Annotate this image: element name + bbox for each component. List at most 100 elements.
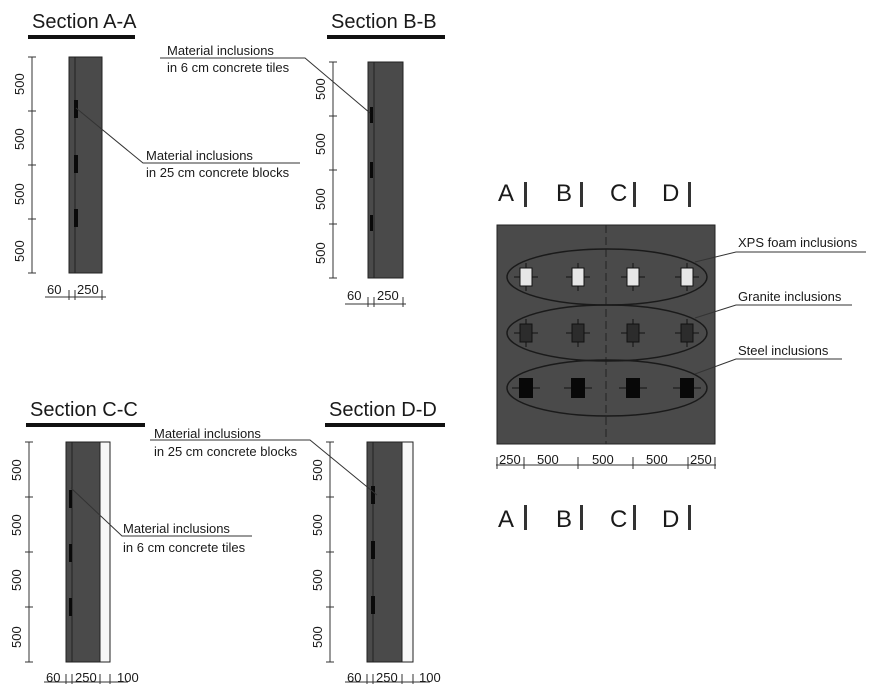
plan-view: A B C D [496,180,866,533]
section-c-dim-4: 500 [9,626,24,648]
plan-granite-inclusion-d [680,323,694,343]
section-a-callout-line2: in 25 cm concrete blocks [146,165,290,180]
section-b-wall [367,61,404,279]
section-a-dim-4: 500 [12,240,27,262]
section-a-dim-2: 500 [12,128,27,150]
plan-callout-xps-leader [694,251,866,263]
plan-marker-bottom-b: B [556,506,572,533]
plan-ellipse-granite [506,304,708,362]
section-c-inclusion-2 [69,544,72,562]
section-a-callout-leader [75,107,300,164]
section-b-callout-line1: Material inclusions [167,43,274,58]
section-a-inclusion-3 [74,209,78,227]
plan-callout-granite-leader [694,304,852,319]
section-a-dim-3: 500 [12,183,27,205]
section-a-title: Section A-A [32,11,137,33]
plan-marker-bottom-c: C [610,506,627,533]
section-b-title: Section B-B [331,11,437,33]
section-c-insulation [99,441,111,663]
section-c-title: Section C-C [30,399,138,421]
section-d-d: Section D-D 500 500 500 500 60 250 100 M… [150,399,445,685]
section-c-title-underline [26,423,145,427]
plan-xps-inclusion-b [571,267,585,287]
section-d-dim-3: 500 [310,569,325,591]
plan-marker-top-a: A [498,180,514,207]
section-a-dim-bottom-1: 60 [47,282,61,297]
plan-steel-inclusion-a [519,378,533,398]
plan-xps-inclusion-a [519,267,533,287]
plan-callout-steel-leader [694,358,842,375]
section-b-b: Section B-B 500 500 500 500 60 250 Mater… [160,11,445,307]
section-c-inclusion-1 [69,490,72,508]
section-b-dim-bottom-2: 250 [377,288,399,303]
section-c-callout-line1: Material inclusions [123,521,230,536]
section-d-inclusion-1 [371,486,375,504]
section-c-dim-bottom-1: 60 [46,670,60,685]
plan-row-granite [514,319,699,347]
plan-dim-bottom-3: 500 [592,452,614,467]
plan-dim-bottom-2: 500 [537,452,559,467]
plan-steel-inclusion-b [571,378,585,398]
plan-dim-bottom-4: 500 [646,452,668,467]
section-b-title-underline [327,35,445,39]
section-d-dim-1: 500 [310,459,325,481]
plan-marker-top-c: C [610,180,627,207]
plan-callout-granite: Granite inclusions [738,289,842,304]
section-a-dim-ticks [28,56,36,274]
plan-marker-bottom-d: D [662,506,679,533]
section-a-dim-bottom-2: 250 [77,282,99,297]
plan-xps-inclusion-c [626,267,640,287]
section-b-inclusion-2 [370,162,373,178]
section-d-title: Section D-D [329,399,437,421]
section-c-inclusion-3 [69,598,72,616]
section-d-insulation [401,441,414,663]
section-d-dim-bottom-2: 250 [376,670,398,685]
section-b-dim-3: 500 [313,188,328,210]
section-a-wall [68,56,103,274]
section-d-inclusion-3 [371,596,375,614]
plan-steel-inclusion-d [680,378,694,398]
section-b-callout-leader [160,57,371,114]
plan-marker-top-bars [524,182,691,207]
plan-bottom-dim-ticks [496,457,716,469]
section-b-callout-line2: in 6 cm concrete tiles [167,60,290,75]
section-a-title-underline [28,35,135,39]
section-a-dim-1: 500 [12,73,27,95]
section-d-callout-line1: Material inclusions [154,426,261,441]
plan-marker-top-b: B [556,180,572,207]
section-b-dim-4: 500 [313,242,328,264]
section-c-dim-1: 500 [9,459,24,481]
section-d-title-underline [325,423,445,427]
section-b-dim-2: 500 [313,133,328,155]
section-a-inclusion-2 [74,155,78,173]
section-d-dim-4: 500 [310,626,325,648]
section-c-dim-2: 500 [9,514,24,536]
plan-granite-inclusion-b [571,323,585,343]
plan-callout-xps: XPS foam inclusions [738,235,858,250]
section-b-dim-bottom-1: 60 [347,288,361,303]
plan-marker-top-d: D [662,180,679,207]
plan-callout-steel: Steel inclusions [738,343,829,358]
section-d-dim-2: 500 [310,514,325,536]
section-d-callout-line2: in 25 cm concrete blocks [154,444,298,459]
plan-granite-inclusion-c [626,323,640,343]
plan-steel-inclusion-c [626,378,640,398]
section-d-dim-bottom-3: 100 [419,670,441,685]
section-c-dim-bottom-3: 100 [117,670,139,685]
plan-marker-bottom-a: A [498,506,514,533]
plan-marker-bottom-bars [524,505,691,530]
section-c-callout-line2: in 6 cm concrete tiles [123,540,246,555]
section-d-dim-bottom-1: 60 [347,670,361,685]
section-b-dim-1: 500 [313,78,328,100]
section-d-inclusion-2 [371,541,375,559]
section-c-callout-leader [70,487,252,537]
section-a-inclusion-1 [74,100,78,118]
plan-xps-inclusion-d [680,267,694,287]
plan-dim-bottom-5: 250 [690,452,712,467]
section-a-a: Section A-A 500 500 500 500 60 250 Mater… [12,11,300,300]
plan-row-steel [512,378,701,398]
section-c-dim-3: 500 [9,569,24,591]
plan-ellipse-steel [506,359,708,417]
plan-granite-inclusion-a [519,323,533,343]
section-a-callout-line1: Material inclusions [146,148,253,163]
